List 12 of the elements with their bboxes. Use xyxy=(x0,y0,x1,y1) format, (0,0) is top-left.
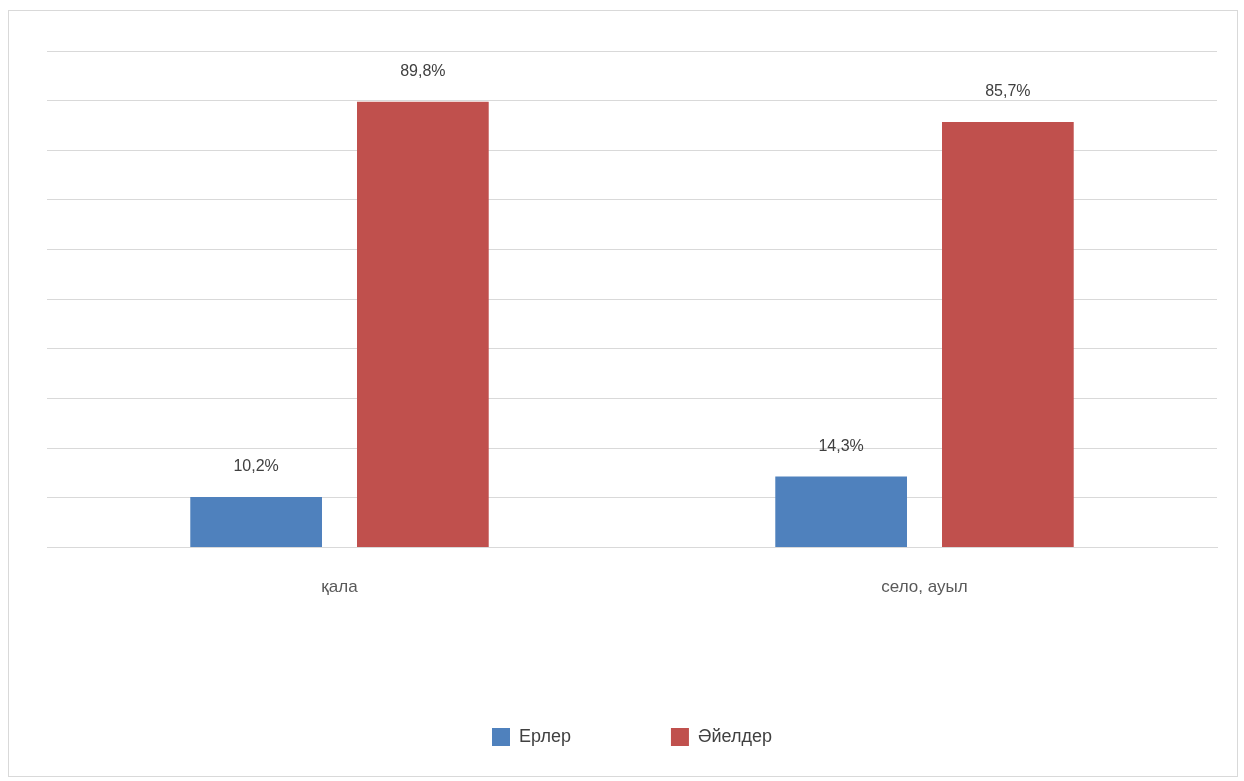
legend-label: Ерлер xyxy=(519,725,571,746)
data-label: 14,3% xyxy=(818,436,864,454)
legend-label: Әйелдер xyxy=(697,725,772,746)
bar xyxy=(357,101,489,548)
data-label: 89,8% xyxy=(400,62,446,80)
data-label: 10,2% xyxy=(233,457,279,475)
bar xyxy=(190,496,322,548)
x-tick-label: село, ауыл xyxy=(881,577,968,597)
x-tick-label: қала xyxy=(321,577,359,597)
data-label: 85,7% xyxy=(985,82,1031,100)
bar xyxy=(942,122,1074,548)
bar xyxy=(775,476,907,548)
